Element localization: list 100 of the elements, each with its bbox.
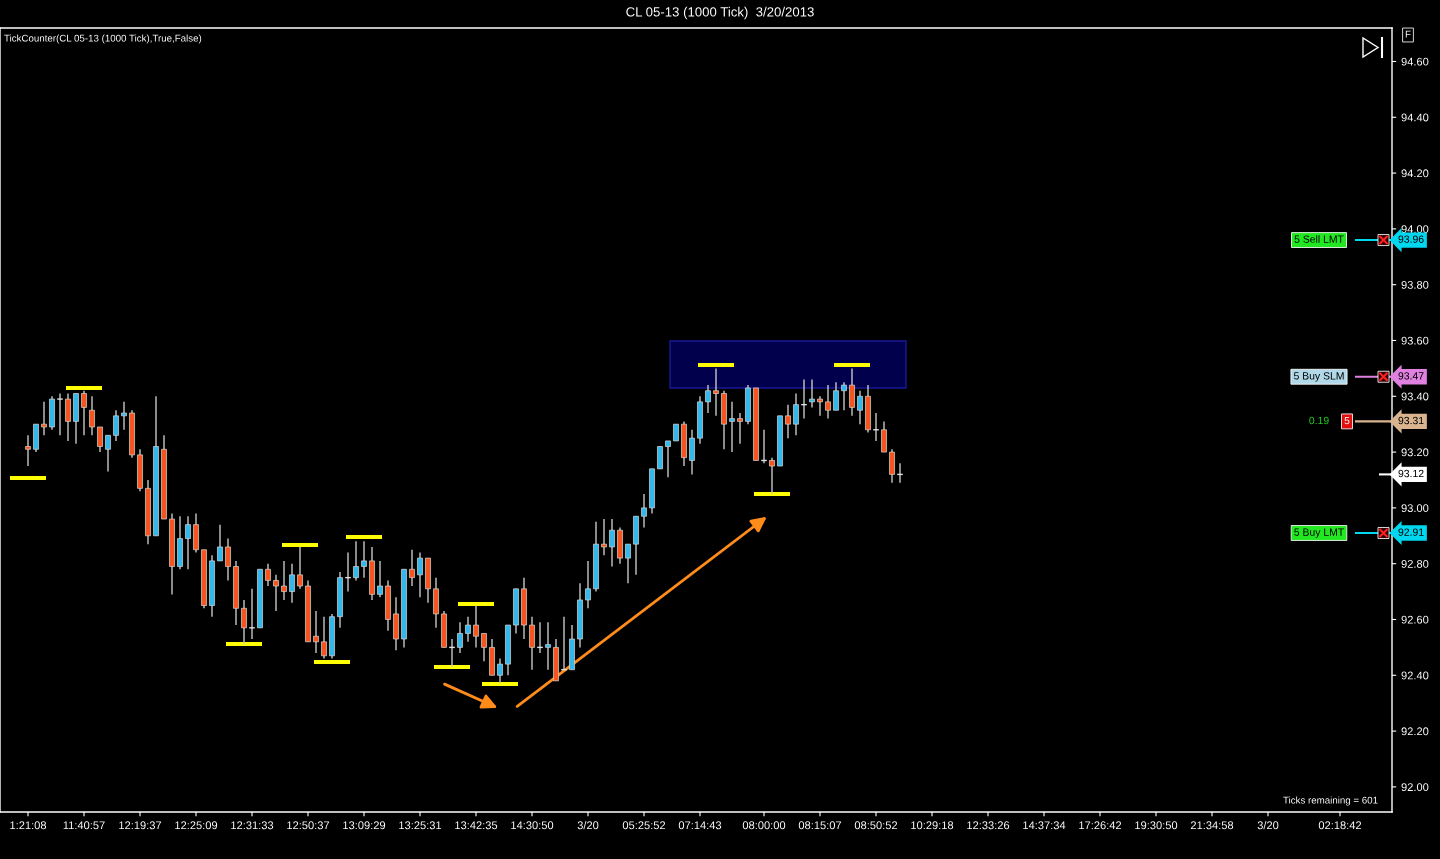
candlestick	[465, 616, 471, 643]
annotation: TickCounter(CL 05-13 (1000 Tick),True,False)	[4, 34, 202, 44]
candlestick	[657, 445, 663, 470]
candlestick	[185, 515, 191, 570]
y-tick-label: 93.20	[1401, 448, 1429, 457]
candlestick	[817, 395, 823, 417]
candlestick	[41, 401, 47, 437]
candlestick	[113, 409, 119, 442]
candlestick	[248, 588, 256, 640]
candlestick	[105, 434, 111, 473]
candlestick	[545, 621, 551, 671]
x-tick-label: 21:34:58	[1190, 821, 1234, 830]
x-tick-label: 08:00:00	[742, 821, 786, 830]
x-tick-label: 07:14:43	[678, 821, 722, 830]
candlestick	[881, 420, 887, 453]
candlestick	[793, 392, 799, 437]
candlestick	[601, 518, 607, 557]
x-tick-label: 08:50:52	[854, 821, 898, 830]
candlestick	[289, 562, 295, 604]
y-tick-label: 94.60	[1401, 57, 1429, 66]
candlestick	[65, 392, 71, 442]
candlestick	[857, 390, 863, 425]
y-tick-label: 92.80	[1401, 559, 1429, 568]
candlestick	[809, 378, 815, 409]
candlestick	[665, 440, 671, 478]
x-tick-label: 19:30:50	[1135, 821, 1178, 830]
chart-title: CL 05-13 (1000 Tick) 3/20/2013	[626, 6, 814, 20]
candlestick	[833, 381, 839, 411]
candlestick	[225, 537, 231, 582]
x-tick-label: 3/20	[1257, 821, 1279, 830]
y-tick-label: 92.60	[1401, 615, 1429, 624]
candlestick	[97, 426, 103, 453]
candlestick	[609, 518, 615, 568]
annotation: 5 Buy LMT	[1294, 528, 1344, 538]
candlestick	[473, 604, 479, 649]
candlestick	[705, 384, 711, 414]
candlestick	[313, 610, 319, 654]
annotation: 0.19	[1309, 416, 1329, 425]
candlestick	[769, 456, 775, 495]
x-tick-label: 12:31:33	[231, 821, 274, 830]
candlestick	[825, 384, 831, 420]
x-tick-label: 1:21:08	[10, 821, 47, 830]
y-tick-label: 93.80	[1401, 280, 1429, 289]
ref-line-label: 93.47	[1398, 372, 1424, 380]
candlestick	[281, 560, 287, 601]
candlestick	[729, 401, 735, 453]
annotation: 5	[1344, 416, 1350, 425]
candlestick	[625, 543, 631, 584]
y-tick-label: 92.40	[1401, 671, 1429, 680]
candlestick	[297, 546, 303, 590]
candlestick	[89, 395, 95, 437]
y-tick-label: 94.00	[1401, 225, 1429, 234]
x-tick-label: 13:09:29	[343, 821, 386, 830]
candlestick	[265, 562, 271, 587]
candlestick	[417, 551, 423, 598]
candlestick	[321, 616, 327, 660]
candlestick	[241, 599, 247, 646]
annotation: Ticks remaining = 601	[1283, 796, 1378, 806]
x-tick-label: 12:33:26	[967, 821, 1010, 830]
x-tick-label: 05:25:52	[622, 821, 666, 830]
text: F	[1405, 30, 1411, 38]
x-tick-label: 02:18:42	[1318, 821, 1362, 830]
candlestick	[56, 392, 64, 437]
x-tick-label: 12:25:09	[175, 821, 218, 830]
x-tick-label: 08:15:07	[798, 821, 842, 830]
ref-line-label: 92.91	[1398, 528, 1424, 536]
ref-line-label: 93.96	[1398, 235, 1424, 243]
candlestick	[889, 448, 895, 484]
y-tick-label: 94.20	[1401, 169, 1429, 178]
candlestick	[121, 401, 127, 431]
candlestick	[409, 549, 415, 587]
annotation: 5 Buy SLM	[1293, 372, 1344, 382]
candlestick	[377, 560, 383, 598]
y-tick-label: 94.40	[1401, 113, 1429, 122]
candlestick	[481, 632, 487, 663]
candlestick	[585, 560, 591, 610]
ref-line-label: 93.31	[1398, 416, 1424, 425]
y-tick-label: 93.40	[1401, 392, 1429, 401]
candlestick	[81, 390, 87, 437]
candlestick	[457, 621, 463, 654]
x-tick-label: 13:25:31	[399, 821, 442, 830]
candlestick	[737, 412, 743, 445]
candlestick	[217, 523, 223, 562]
candlestick	[529, 616, 535, 671]
candlestick	[841, 381, 847, 411]
y-tick-label: 93.00	[1401, 504, 1429, 513]
candlestick	[849, 367, 855, 417]
x-tick-label: 17:26:42	[1079, 821, 1122, 830]
candlestick	[497, 657, 503, 685]
candlestick	[713, 367, 719, 417]
candlestick	[689, 429, 695, 476]
x-tick-label: 13:42:35	[455, 821, 498, 830]
y-tick-label: 92.00	[1401, 783, 1429, 792]
candlestick	[273, 574, 279, 612]
x-tick-label: 12:50:37	[287, 821, 330, 830]
y-tick-label: 92.20	[1401, 727, 1429, 736]
annotation: 5 Sell LMT	[1294, 235, 1344, 243]
candlestick	[25, 434, 31, 467]
x-tick-label: 14:30:50	[511, 821, 554, 830]
y-tick-label: 93.60	[1401, 336, 1429, 345]
